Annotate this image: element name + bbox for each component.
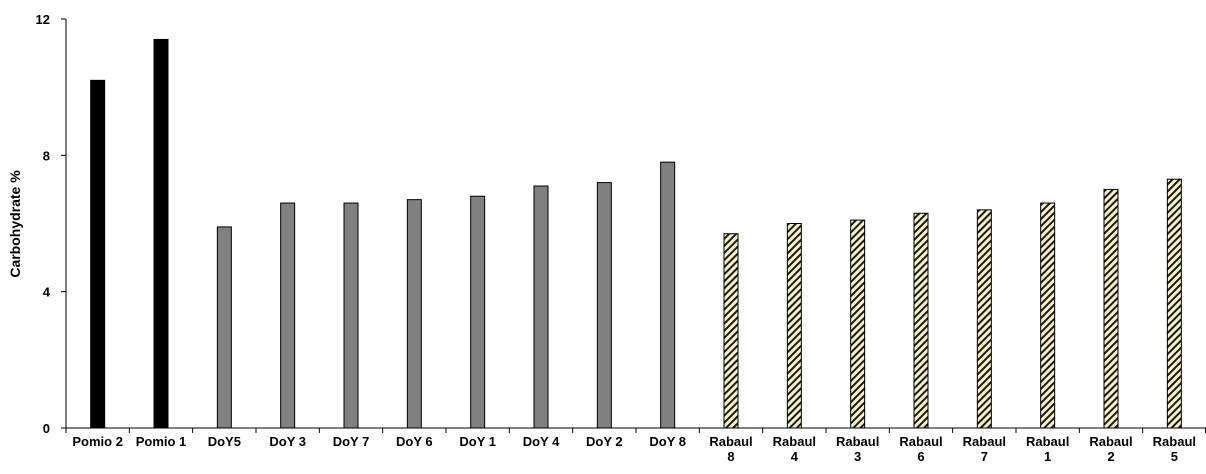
x-tick-label: 8 — [727, 449, 734, 464]
x-tick-label: 2 — [1107, 449, 1114, 464]
bar-rabaul-3 — [850, 219, 866, 429]
x-tick-label: 5 — [1171, 449, 1178, 464]
bar-doy-1 — [470, 195, 486, 429]
x-tick-label: DoY 3 — [269, 434, 306, 449]
x-tick-label: 6 — [917, 449, 924, 464]
bar-doy5 — [216, 226, 232, 429]
bar-pomio-2 — [90, 79, 106, 429]
bar-doy-4 — [533, 185, 549, 429]
y-tick-label: 0 — [43, 421, 50, 436]
x-tick-label: Pomio 2 — [72, 434, 123, 449]
x-tick-label: Rabaul — [963, 434, 1006, 449]
x-tick-label: 4 — [791, 449, 799, 464]
bar-doy-7 — [343, 202, 359, 429]
x-axis-labels: Pomio 2 Pomio 1 DoY5 DoY 3 DoY 7 DoY 6 DoY 1 Do… — [72, 434, 1196, 464]
bar-doy-2 — [596, 182, 612, 429]
x-tick-label: Rabaul — [836, 434, 879, 449]
bar-rabaul-6 — [913, 212, 929, 429]
x-tick-label: DoY 2 — [586, 434, 623, 449]
y-tick-label: 4 — [43, 285, 51, 300]
bar-doy-3 — [280, 202, 296, 429]
x-tick-label: Rabaul — [1153, 434, 1196, 449]
x-tick-label: Rabaul — [1026, 434, 1069, 449]
x-tick-label: DoY 4 — [523, 434, 560, 449]
bar-pomio-1 — [153, 38, 169, 429]
x-axis — [65, 427, 1206, 433]
y-axis: 0 4 8 12 — [36, 12, 67, 436]
x-tick-label: Rabaul — [899, 434, 942, 449]
y-axis-title: Carbohydrate % — [7, 170, 23, 278]
bar-rabaul-2 — [1103, 188, 1119, 429]
bar-rabaul-5 — [1166, 178, 1182, 429]
x-tick-label: Pomio 1 — [136, 434, 187, 449]
bar-rabaul-4 — [786, 223, 802, 429]
bar-doy-6 — [406, 199, 422, 429]
x-tick-label: 7 — [981, 449, 988, 464]
y-tick-label: 12 — [36, 12, 50, 27]
bars-group — [90, 38, 1182, 429]
x-tick-label: 3 — [854, 449, 861, 464]
x-tick-label: DoY 7 — [333, 434, 370, 449]
x-tick-label: Rabaul — [709, 434, 752, 449]
bar-rabaul-7 — [976, 209, 992, 429]
x-tick-label: DoY 1 — [459, 434, 496, 449]
bar-rabaul-8 — [723, 233, 739, 429]
x-tick-label: DoY 8 — [649, 434, 686, 449]
x-tick-label: Rabaul — [1089, 434, 1132, 449]
x-tick-label: DoY 6 — [396, 434, 433, 449]
y-tick-label: 8 — [43, 148, 50, 163]
bar-doy-8 — [660, 161, 676, 429]
x-tick-label: 1 — [1044, 449, 1051, 464]
bar-rabaul-1 — [1040, 202, 1056, 429]
x-tick-label: Rabaul — [773, 434, 816, 449]
x-tick-label: DoY5 — [208, 434, 241, 449]
